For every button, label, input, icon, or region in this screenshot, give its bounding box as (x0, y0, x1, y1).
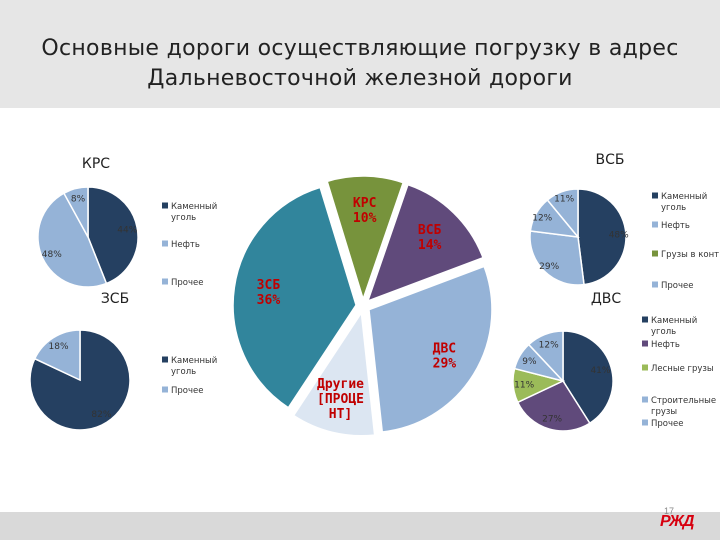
pie-slice-vsb-3 (546, 188, 579, 240)
legend-swatch-dvs-2 (642, 364, 648, 371)
legend-swatch-zsb-0 (162, 356, 168, 363)
page-title-line-2: Дальневосточной железной дороги (147, 66, 573, 91)
pie-slice-krs-0 (87, 186, 139, 285)
chart-title-zsb: ЗСБ (101, 291, 129, 307)
slice-label-dvs-3: 9% (522, 357, 537, 367)
legend-swatch-vsb-1 (652, 221, 658, 228)
pie-slice-main-0 (326, 175, 405, 302)
legend-swatch-dvs-4 (642, 419, 648, 426)
pie-slice-main-3 (292, 310, 376, 437)
legend-swatch-vsb-0 (652, 192, 658, 199)
slice-label-zsb-1: 18% (49, 342, 69, 352)
pie-slice-vsb-1 (529, 230, 585, 286)
slice-label-dvs-0: 41% (590, 366, 610, 376)
legend-label-vsb-2: Грузы в конт. (661, 250, 720, 260)
legend-label-dvs-0: Каменный уголь (651, 316, 697, 337)
slice-label-main-1: ВСБ 14% (418, 222, 442, 252)
slice-label-main-2: ДВС 29% (433, 341, 457, 371)
legend-label-zsb-0: Каменный уголь (171, 356, 217, 377)
slice-label-krs-2: 8% (71, 194, 86, 204)
pie-chart-zsb: 82% 18% (29, 329, 131, 431)
legend-swatch-vsb-3 (652, 281, 658, 288)
slice-label-main-3: Другие [ПРОЦЕ НТ] (317, 376, 364, 421)
legend-label-krs-2: Прочее (171, 278, 203, 288)
slice-label-zsb-0: 82% (91, 409, 111, 419)
legend-label-dvs-4: Прочее (651, 419, 683, 429)
pie-slice-dvs-4 (527, 330, 564, 383)
slice-label-krs-1: 48% (42, 250, 62, 260)
legend-swatch-dvs-1 (642, 340, 648, 347)
legend-label-dvs-2: Лесные грузы (651, 364, 714, 374)
slice-label-dvs-4: 12% (539, 340, 559, 350)
legend-label-vsb-0: Каменный уголь (661, 192, 707, 213)
slice-label-vsb-0: 48% (609, 230, 629, 240)
rzd-logo: РЖД (660, 513, 694, 530)
legend-label-zsb-1: Прочее (171, 386, 203, 396)
legend-swatch-dvs-0 (642, 316, 648, 323)
pie-slice-vsb-0 (577, 188, 627, 286)
slice-label-vsb-2: 12% (532, 213, 552, 223)
chart-title-krs: КРС (82, 156, 110, 172)
slice-label-dvs-1: 27% (542, 414, 562, 424)
slice-label-krs-0: 44% (117, 225, 137, 235)
slice-label-main-0: КРС 10% (353, 195, 377, 225)
pie-slice-main-2 (368, 265, 493, 433)
pie-chart-main: КРС 10% ВСБ 14% ДВС 29% Другие [ПРОЦЕ НТ] ЗСБ 36% (232, 175, 493, 437)
pie-slice-krs-2 (62, 186, 89, 238)
legend-swatch-krs-2 (162, 278, 168, 285)
page-title-line-1: Основные дороги осуществляющие погрузку … (41, 36, 679, 61)
slice-label-vsb-1: 29% (539, 261, 559, 271)
pie-slice-zsb-1 (33, 329, 81, 382)
pie-chart-krs: 44% 48% 8% (37, 186, 139, 288)
slice-label-dvs-2: 11% (514, 380, 534, 390)
chart-title-dvs: ДВС (591, 291, 622, 307)
footer-band (0, 512, 720, 540)
legend-swatch-vsb-2 (652, 250, 658, 257)
title-band: Основные дороги осуществляющие погрузку … (0, 0, 720, 108)
page-number: 17 (664, 506, 675, 516)
legend-label-vsb-3: Прочее (661, 281, 693, 291)
legend-label-dvs-1: Нефть (651, 340, 680, 350)
slice-label-vsb-3: 11% (554, 194, 574, 204)
pie-chart-vsb: 48% 29% 12%11% (529, 188, 629, 286)
chart-title-vsb: ВСБ (596, 152, 625, 168)
legend-label-dvs-3: Строительные грузы (651, 396, 716, 417)
pie-slice-main-4 (232, 186, 357, 409)
pie-chart-dvs: 41% 27% 11% 9%12% (512, 330, 614, 432)
legend-swatch-krs-1 (162, 240, 168, 247)
pie-slice-dvs-1 (516, 380, 591, 432)
legend-label-vsb-1: Нефть (661, 221, 690, 231)
pie-slice-main-1 (366, 183, 484, 303)
legend-label-krs-1: Нефть (171, 240, 200, 250)
slice-label-main-4: ЗСБ 36% (257, 277, 281, 307)
legend-swatch-krs-0 (162, 202, 168, 209)
legend-swatch-dvs-3 (642, 396, 648, 403)
legend-label-krs-0: Каменный уголь (171, 202, 217, 223)
legend-swatch-zsb-1 (162, 386, 168, 393)
pie-slice-krs-1 (37, 192, 108, 288)
